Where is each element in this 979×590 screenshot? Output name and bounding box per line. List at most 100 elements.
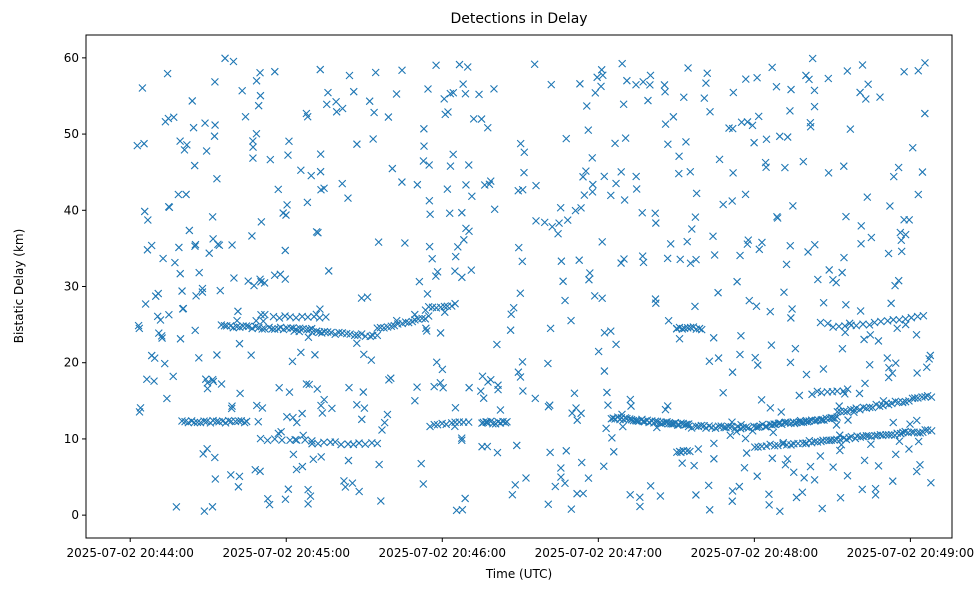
data-point bbox=[556, 464, 565, 472]
data-point bbox=[467, 192, 476, 201]
data-point bbox=[709, 232, 717, 241]
data-point bbox=[235, 339, 244, 348]
data-point bbox=[736, 350, 744, 359]
data-point bbox=[141, 300, 150, 308]
data-point bbox=[376, 323, 385, 332]
data-point bbox=[864, 431, 873, 440]
data-point bbox=[163, 69, 172, 78]
data-point bbox=[546, 448, 555, 457]
data-point bbox=[591, 88, 600, 97]
data-point bbox=[203, 384, 212, 393]
data-point bbox=[446, 89, 455, 98]
data-point bbox=[417, 459, 426, 468]
data-point bbox=[927, 478, 935, 487]
data-point bbox=[916, 460, 924, 469]
data-point bbox=[241, 112, 250, 121]
data-point bbox=[316, 150, 325, 159]
data-point bbox=[157, 332, 166, 340]
data-point bbox=[684, 64, 692, 72]
data-point bbox=[298, 409, 307, 418]
data-point bbox=[374, 238, 383, 246]
data-point bbox=[270, 435, 279, 443]
data-point bbox=[388, 164, 397, 173]
data-point bbox=[802, 370, 811, 379]
data-point bbox=[446, 162, 455, 171]
data-point bbox=[859, 403, 868, 412]
data-point bbox=[678, 459, 687, 468]
data-point bbox=[761, 422, 770, 431]
data-point bbox=[741, 434, 750, 443]
data-point bbox=[160, 359, 169, 368]
data-point bbox=[312, 327, 321, 336]
data-point bbox=[585, 275, 593, 284]
data-point bbox=[546, 324, 555, 333]
data-point bbox=[840, 253, 848, 262]
data-point bbox=[359, 350, 368, 359]
data-point bbox=[302, 380, 311, 388]
data-point bbox=[686, 323, 695, 332]
data-point bbox=[786, 358, 795, 367]
data-point bbox=[328, 404, 336, 413]
data-point bbox=[806, 462, 815, 471]
data-point bbox=[598, 294, 607, 303]
data-point bbox=[383, 410, 392, 419]
data-point bbox=[556, 203, 565, 212]
data-point bbox=[577, 458, 586, 467]
data-point bbox=[676, 255, 685, 264]
data-point bbox=[257, 217, 266, 226]
data-point bbox=[143, 245, 152, 254]
data-point bbox=[444, 108, 452, 116]
data-point bbox=[852, 321, 861, 330]
data-point bbox=[378, 426, 386, 434]
data-point bbox=[413, 180, 422, 189]
data-point bbox=[757, 395, 766, 404]
data-point bbox=[753, 361, 762, 369]
data-point bbox=[576, 79, 584, 88]
data-point bbox=[410, 396, 419, 405]
data-point bbox=[260, 324, 269, 333]
data-point bbox=[228, 402, 236, 410]
data-point bbox=[278, 436, 286, 444]
data-point bbox=[540, 218, 549, 227]
data-point bbox=[783, 455, 792, 463]
data-point bbox=[690, 461, 699, 470]
data-point bbox=[813, 275, 822, 284]
data-point bbox=[600, 367, 609, 375]
data-point bbox=[741, 75, 750, 84]
data-point bbox=[839, 162, 848, 171]
data-point bbox=[159, 254, 167, 263]
data-point bbox=[486, 177, 495, 185]
data-point bbox=[913, 369, 922, 377]
data-point bbox=[845, 433, 854, 442]
data-point bbox=[912, 467, 921, 476]
data-point bbox=[242, 322, 251, 330]
data-point bbox=[209, 377, 218, 386]
data-point bbox=[451, 267, 459, 275]
data-point bbox=[258, 404, 267, 412]
data-point bbox=[514, 243, 523, 252]
data-point bbox=[238, 86, 247, 95]
data-point bbox=[451, 252, 460, 261]
data-point bbox=[464, 418, 473, 426]
data-point bbox=[518, 387, 527, 395]
data-point bbox=[706, 107, 714, 116]
data-point bbox=[439, 383, 448, 392]
data-point bbox=[360, 404, 369, 413]
data-point bbox=[352, 400, 361, 409]
data-point bbox=[563, 216, 572, 225]
data-point bbox=[602, 424, 611, 433]
y-tick-label: 50 bbox=[64, 127, 79, 141]
data-point bbox=[803, 417, 812, 426]
data-point bbox=[748, 121, 757, 130]
data-point bbox=[905, 397, 913, 405]
data-point bbox=[709, 454, 718, 463]
data-point bbox=[314, 439, 322, 448]
data-point bbox=[164, 310, 173, 319]
data-point bbox=[217, 380, 226, 388]
data-point bbox=[833, 387, 842, 396]
data-point bbox=[256, 275, 264, 284]
data-point bbox=[843, 67, 852, 75]
data-point bbox=[667, 419, 675, 428]
data-point bbox=[927, 393, 936, 402]
data-point bbox=[335, 328, 343, 337]
